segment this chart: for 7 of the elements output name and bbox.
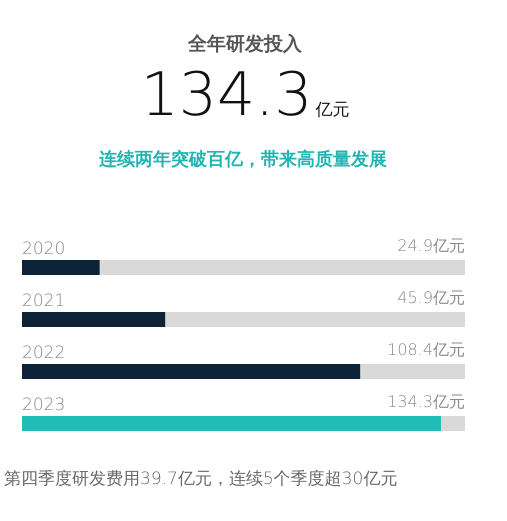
category: 2021: [22, 291, 66, 311]
category: 2022: [22, 343, 66, 363]
subtitle: 连续两年突破百亿，带来高质量发展: [99, 149, 387, 170]
category: 2023: [22, 395, 66, 415]
category: 2020: [22, 239, 66, 259]
annotation: 第四季度研发费用39.7亿元，连续5个季度超30亿元: [4, 469, 398, 489]
title: 全年研发投入: [188, 33, 302, 55]
